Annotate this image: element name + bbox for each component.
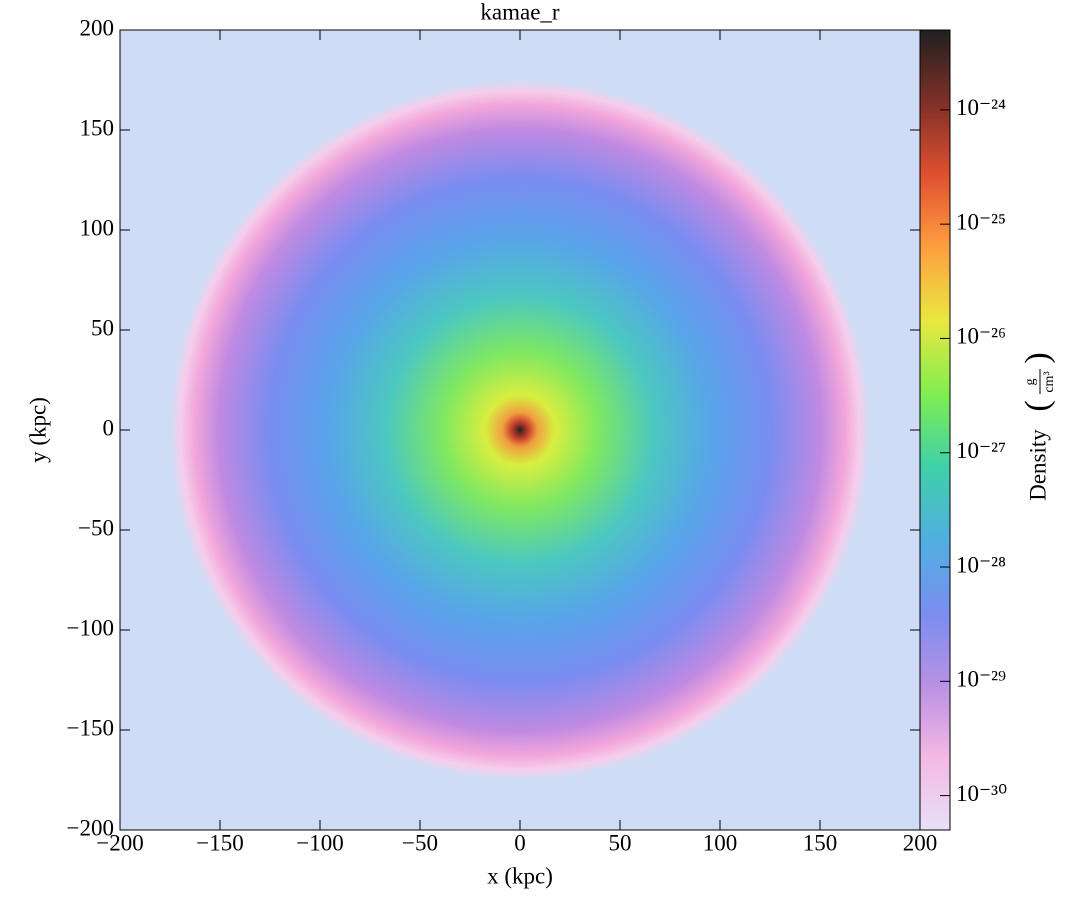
y-tick-label: −100 xyxy=(67,615,114,640)
colorbar-tick-label: 10⁻²⁵ xyxy=(956,209,1006,234)
chart-title: kamae_r xyxy=(480,0,560,24)
x-tick-label: 100 xyxy=(703,830,738,855)
x-tick-label: 50 xyxy=(609,830,632,855)
colorbar-label: Density xyxy=(1025,429,1050,501)
y-tick-label: 0 xyxy=(103,415,115,440)
colorbar-tick-label: 10⁻²⁹ xyxy=(956,667,1006,692)
colorbar-tick-label: 10⁻²⁷ xyxy=(956,438,1006,463)
colorbar-tick-label: 10⁻²⁴ xyxy=(956,95,1006,120)
colorbar-tick-label: 10⁻²⁸ xyxy=(956,552,1006,577)
x-axis-label: x (kpc) xyxy=(487,863,553,888)
unit-denominator: cm³ xyxy=(1042,371,1057,392)
y-tick-label: −150 xyxy=(67,715,114,740)
y-tick-label: 100 xyxy=(80,215,115,240)
y-tick-label: 50 xyxy=(91,315,114,340)
x-tick-label: 150 xyxy=(803,830,838,855)
x-tick-label: −150 xyxy=(196,830,243,855)
paren: ( xyxy=(1019,400,1056,411)
colorbar-tick-label: 10⁻²⁶ xyxy=(956,324,1006,349)
colorbar-label-group: Density ( g cm³ ) xyxy=(1019,352,1057,500)
y-tick-label: −50 xyxy=(78,515,114,540)
x-tick-label: 200 xyxy=(903,830,938,855)
density-image xyxy=(170,80,870,780)
unit-numerator: g xyxy=(1023,379,1038,386)
colorbar xyxy=(919,29,951,831)
x-tick-label: −50 xyxy=(402,830,438,855)
colorbar-tick-label: 10⁻³⁰ xyxy=(956,781,1007,806)
x-tick-label: 0 xyxy=(514,830,526,855)
y-tick-label: 200 xyxy=(80,15,115,40)
x-tick-label: −100 xyxy=(296,830,343,855)
paren: ) xyxy=(1019,352,1056,363)
y-tick-label: 150 xyxy=(80,115,115,140)
x-tick-label: −200 xyxy=(96,830,143,855)
y-tick-label: −200 xyxy=(67,815,114,840)
y-axis-label: y (kpc) xyxy=(25,397,50,463)
